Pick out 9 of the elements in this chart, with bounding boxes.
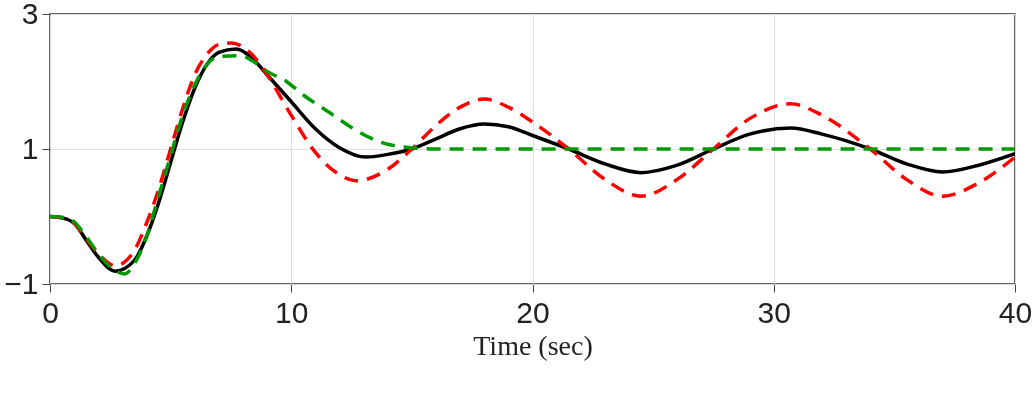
x-tick-label: 20 bbox=[516, 295, 550, 329]
x-tick-label: 10 bbox=[275, 295, 309, 329]
x-tick-label: 30 bbox=[757, 295, 791, 329]
x-tick-label: 0 bbox=[42, 295, 59, 329]
y-tick-label: 3 bbox=[21, 0, 39, 30]
x-tick-label: 40 bbox=[998, 295, 1033, 329]
y-tick-label: −1 bbox=[4, 266, 39, 300]
x-axis-title: Time (sec) bbox=[473, 329, 593, 361]
y-tick-label: 1 bbox=[21, 131, 39, 165]
